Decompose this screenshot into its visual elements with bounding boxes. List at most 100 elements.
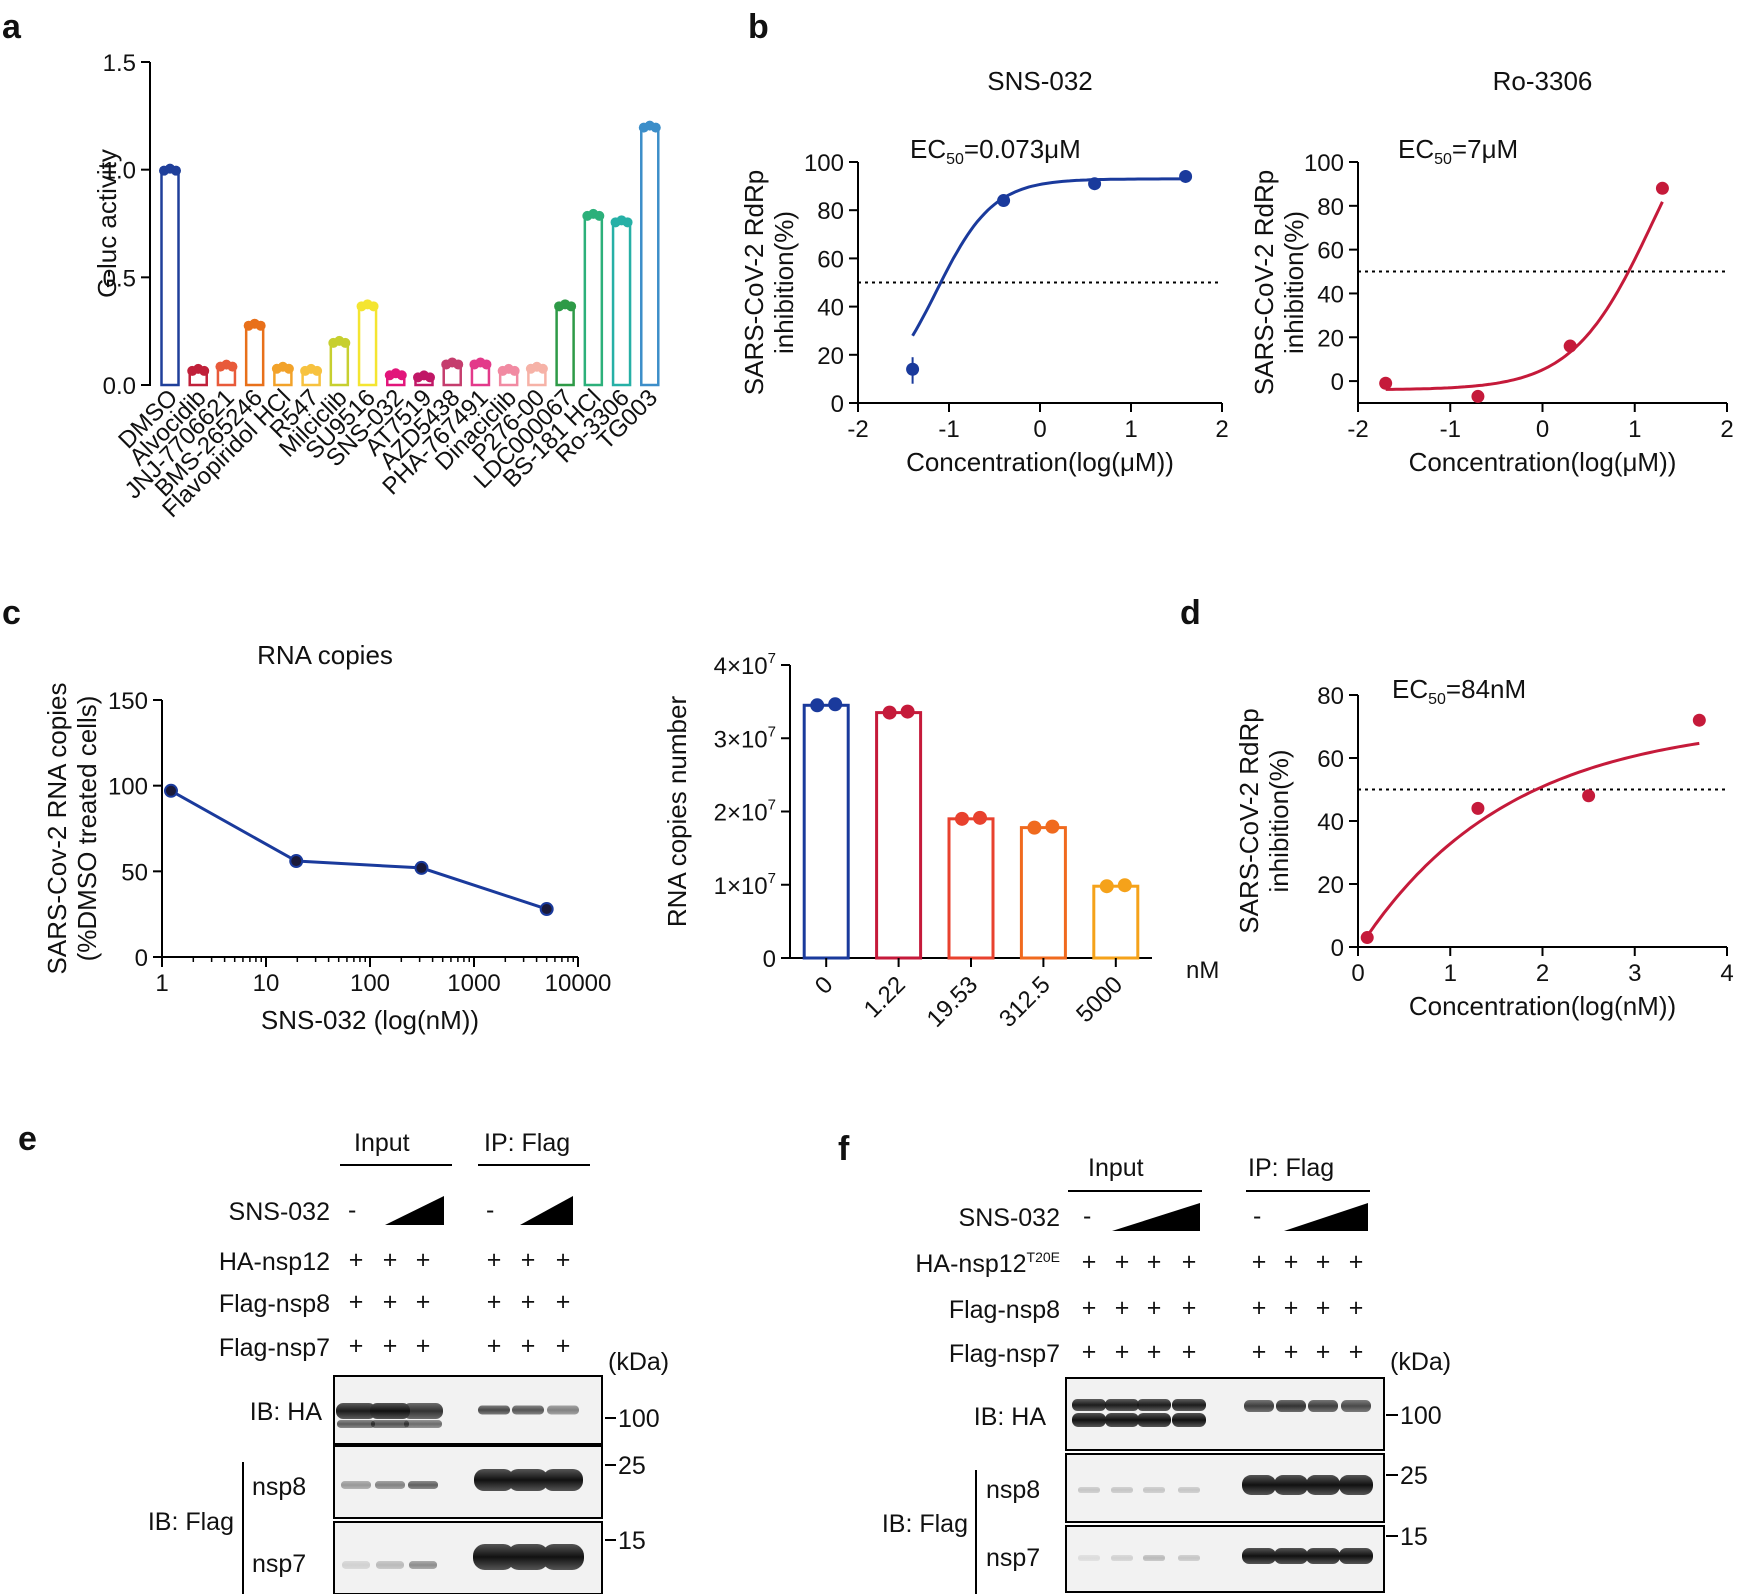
c1-xtick-label: 10000 — [545, 970, 612, 997]
blot-e-ip-gradient-wedge — [520, 1196, 573, 1225]
blot-f-plus-signs: + + + + + + + + + + + + + + + + + + + + + + + + — [1082, 1248, 1364, 1366]
blot_e-plus-ip: + — [487, 1332, 502, 1360]
d-xtick-label: 4 — [1720, 960, 1733, 987]
blot_e-plus-ip: + — [487, 1246, 502, 1274]
blot-f-input-label: Input — [1088, 1154, 1144, 1182]
blot_f-plus-ip: + — [1316, 1294, 1331, 1322]
c2-ytick-label: 0 — [763, 946, 776, 973]
blot-f-ha-band-lower — [1137, 1413, 1171, 1427]
blot-e-mw-25: 25 — [618, 1452, 646, 1480]
blot-f-nsp8-label: nsp8 — [986, 1476, 1040, 1504]
blot-f-ip-gradient-wedge — [1284, 1203, 1368, 1231]
c2-xtick-label: 0 — [810, 971, 839, 1000]
blot_e-plus-ip: + — [556, 1288, 571, 1316]
blot-f-ha-ip-band — [1244, 1400, 1274, 1412]
c1-xtick-label: 10 — [253, 970, 280, 997]
b2-ytick-label: 20 — [1317, 325, 1344, 352]
blot-f-nsp7-ip-band — [1274, 1548, 1308, 1564]
b1-ytick-label: 20 — [817, 343, 844, 370]
c1-xtick-label: 100 — [350, 970, 390, 997]
blot-f-nsp8-ip-band — [1242, 1475, 1276, 1495]
blot-e-nsp8-input-band — [408, 1481, 438, 1489]
blot-e-ip-label: IP: Flag — [484, 1129, 570, 1157]
blot-f-nsp8-ip-band — [1339, 1475, 1373, 1495]
blot-f-row-ha-nsp12: HA-nsp12T20E — [915, 1249, 1060, 1278]
blot_f-plus-input: + — [1115, 1338, 1130, 1366]
blot_f-plus-input: + — [1082, 1294, 1097, 1322]
a-bar — [357, 304, 378, 387]
c1-y-axis-label-line1: SARS-Cov-2 RNA copies — [42, 683, 72, 975]
blot-f-ha-ip-band — [1276, 1400, 1306, 1412]
blot_e-plus-input: + — [349, 1332, 364, 1360]
blot-e-nsp7-input-band — [342, 1561, 370, 1569]
blot-f-sns-ip-minus: - — [1253, 1202, 1261, 1230]
c1-series-line — [170, 789, 548, 911]
blot-e: Input IP: Flag SNS-032 - - HA-nsp12 Flag… — [148, 1129, 669, 1594]
blot_e-plus-input: + — [349, 1246, 364, 1274]
c2-data-point — [973, 810, 987, 825]
blot_f-plus-ip: + — [1349, 1294, 1364, 1322]
blot-e-nsp7-ip-band — [542, 1544, 584, 1570]
b2-ec50-annotation: EC50=7μM — [1398, 134, 1518, 168]
blot_e-plus-input: + — [416, 1246, 431, 1274]
panel-label-c: c — [2, 594, 21, 632]
blot-f-sns-input-minus: - — [1083, 1202, 1091, 1230]
blot-e-ha-ip-band — [512, 1405, 544, 1415]
blot-f-row-sns032: SNS-032 — [959, 1204, 1060, 1232]
c1-data-point — [163, 783, 178, 798]
d-xtick-label: 2 — [1536, 960, 1549, 987]
blot-f-mw-100: 100 — [1400, 1402, 1442, 1430]
panel-label-f: f — [838, 1130, 850, 1168]
blot_f-plus-ip: + — [1284, 1294, 1299, 1322]
chart-a-gluc-bars: 0.00.51.01.5G-luc activityDMSOAlvocidibJ… — [92, 50, 663, 523]
blot-f-nsp7-ip-band — [1306, 1548, 1340, 1564]
c1-title: RNA copies — [257, 640, 393, 670]
blot-e-row-flag-nsp8: Flag-nsp8 — [219, 1290, 330, 1318]
blot-e-ha-band — [336, 1403, 376, 1419]
c2-xtick-label: 5000 — [1071, 971, 1128, 1028]
a-data-point — [312, 365, 323, 376]
blot-e-plus-signs: + + + + + + + + + + + + + + + + + + — [349, 1246, 571, 1360]
blot_e-plus-ip: + — [521, 1332, 536, 1360]
b1-ytick-label: 100 — [804, 150, 844, 177]
panel-label-e: e — [18, 1120, 37, 1158]
blot-f-nsp8-input-band — [1143, 1487, 1165, 1493]
blot_f-plus-ip: + — [1252, 1338, 1267, 1366]
c2-data-point — [1117, 878, 1132, 893]
b1-ytick-label: 60 — [817, 246, 844, 273]
blot-f-nsp7-input-band — [1078, 1555, 1100, 1561]
blot-f-ha-band — [1172, 1399, 1206, 1411]
b2-data-point — [1379, 376, 1393, 390]
c2-bar — [1019, 826, 1067, 960]
b1-y-axis-label-line2: inhibition(%) — [769, 211, 799, 354]
blot-f-mw-15: 15 — [1400, 1523, 1428, 1551]
d-y-axis-label-line1: SARS-CoV-2 RdRp — [1234, 708, 1264, 933]
d-y-axis-label-line2: inhibition(%) — [1264, 749, 1294, 892]
b2-ytick-label: 60 — [1317, 238, 1344, 265]
blot-e-row-flag-nsp7: Flag-nsp7 — [219, 1334, 330, 1362]
blot-f-mw-25: 25 — [1400, 1462, 1428, 1490]
a-ytick-label: 0.5 — [103, 265, 136, 292]
blot-f-t20e-superscript: T20E — [1027, 1249, 1060, 1265]
blot-f-ha-band-lower — [1072, 1413, 1106, 1427]
blot-f-kda: (kDa) — [1390, 1348, 1451, 1376]
c2-unit-label: nM — [1186, 957, 1219, 984]
b1-title: SNS-032 — [987, 66, 1093, 96]
a-ytick-label: 1.5 — [103, 50, 136, 77]
c2-data-point — [1099, 879, 1114, 894]
blot_f-plus-input: + — [1082, 1338, 1097, 1366]
blot-f-nsp7-input-band — [1143, 1555, 1165, 1561]
c1-ytick-label: 150 — [108, 688, 148, 715]
a-bar — [244, 323, 265, 387]
c1-ytick-label: 0 — [135, 945, 148, 972]
a-data-point — [566, 301, 577, 312]
blot-e-mw-100: 100 — [618, 1405, 660, 1433]
c2-data-point — [1027, 820, 1042, 835]
a-data-point — [509, 365, 520, 376]
blot-f: Input IP: Flag SNS-032 - - HA-nsp12T20E … — [882, 1154, 1451, 1594]
c2-ytick-label: 1×107 — [714, 870, 776, 900]
b1-ytick-label: 40 — [817, 295, 844, 322]
d-data-point — [1471, 801, 1485, 815]
blot_f-plus-input: + — [1147, 1248, 1162, 1276]
b2-xtick-label: 0 — [1536, 416, 1549, 443]
